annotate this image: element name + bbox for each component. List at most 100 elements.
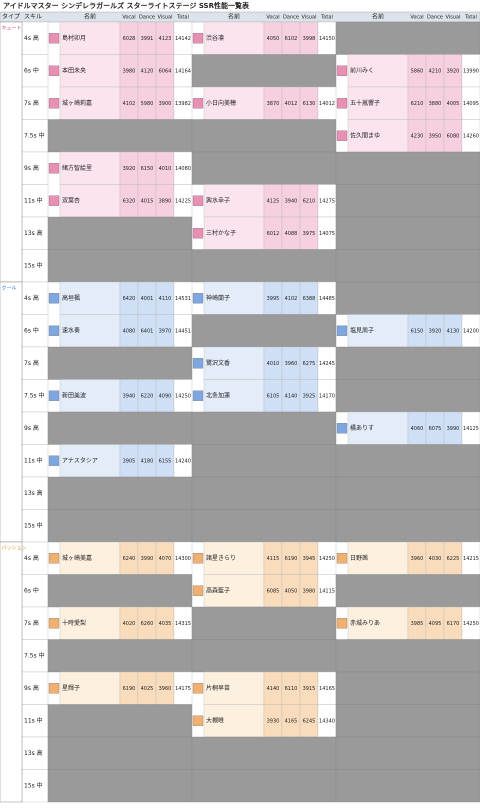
total-value: 14215 (463, 556, 479, 562)
empty-cell (47, 216, 193, 250)
stat-value: 6245 (303, 718, 316, 724)
empty-cell (47, 574, 193, 608)
icon (192, 195, 204, 206)
name-cell (59, 444, 121, 478)
row-label-cell (21, 476, 49, 510)
stat-value: 3950 (429, 133, 442, 139)
total-value: 14150 (319, 36, 335, 42)
empty-cell (191, 54, 337, 88)
stat-value: 6190 (285, 556, 298, 562)
name-cell (203, 574, 265, 608)
row-label: 7.5s 中 (24, 651, 45, 659)
empty-cell (47, 346, 193, 380)
stat-value: 6012 (267, 231, 280, 237)
stat-value: 6260 (141, 621, 154, 627)
total-value: 14300 (175, 556, 191, 562)
icon (336, 65, 348, 76)
stat-value: 4050 (285, 588, 298, 594)
row-label: 6s 中 (24, 66, 39, 74)
total-value: 14075 (319, 231, 335, 237)
stat-value: 4012 (285, 101, 298, 107)
row-label: 13s 高 (24, 489, 43, 497)
stat-value: 6388 (303, 296, 316, 302)
stat-value: 3900 (159, 101, 172, 107)
name-cell (347, 86, 409, 120)
row-label: 4s 高 (24, 294, 39, 302)
icon (48, 293, 60, 304)
stat-value: 3998 (303, 36, 316, 42)
row-label: 9s 高 (24, 424, 39, 432)
stat-value: 3925 (303, 393, 316, 399)
total-value: 14164 (175, 68, 191, 74)
name-cell (59, 379, 121, 413)
row-label: 11s 中 (24, 196, 43, 204)
row-label: 4s 高 (24, 554, 39, 562)
stat-value: 4095 (429, 621, 442, 627)
card-name: 城ヶ崎美嘉 (62, 554, 92, 562)
section-label: キュート (2, 26, 22, 32)
icon (336, 618, 348, 629)
empty-cell (335, 281, 480, 315)
empty-cell (47, 769, 193, 803)
icon (336, 130, 348, 141)
total-value: 14200 (463, 328, 479, 334)
total-value: 14531 (175, 296, 191, 302)
stat-value: 4010 (159, 166, 172, 172)
icon (48, 325, 60, 336)
empty-cell (47, 476, 193, 510)
name-cell (59, 671, 121, 705)
stat-value: 3930 (267, 718, 280, 724)
empty-cell (191, 769, 337, 803)
stat-value: 4005 (447, 101, 460, 107)
empty-cell (47, 704, 193, 738)
stat-value: 4123 (159, 36, 172, 42)
card-name: 星輝子 (62, 684, 80, 692)
stat-value: 4001 (141, 296, 154, 302)
empty-cell (191, 411, 337, 445)
empty-cell (335, 639, 480, 673)
stat-value: 4230 (411, 133, 424, 139)
header-cell: Vocal (410, 15, 423, 21)
name-cell (59, 54, 121, 88)
card-name: 新田美波 (62, 391, 86, 399)
empty-cell (335, 346, 480, 380)
row-label-cell (21, 86, 49, 120)
stat-value: 3975 (303, 231, 316, 237)
name-cell (59, 184, 121, 218)
stat-value: 6102 (285, 36, 298, 42)
empty-cell (335, 216, 480, 250)
stat-value: 6210 (303, 198, 316, 204)
icon (192, 390, 204, 401)
empty-cell (191, 119, 337, 153)
card-name: 諸星きらり (206, 554, 236, 562)
stat-value: 4070 (159, 556, 172, 562)
stat-value: 4060 (411, 426, 424, 432)
stat-value: 6028 (123, 36, 136, 42)
card-name: 鷺沢文香 (206, 359, 230, 367)
card-name: 三村かな子 (206, 229, 236, 237)
row-label: 9s 高 (24, 684, 39, 692)
row-label-cell (21, 184, 49, 218)
card-name: 片桐早苗 (206, 684, 230, 692)
stat-value: 4165 (285, 718, 298, 724)
empty-cell (335, 476, 480, 510)
empty-cell (335, 184, 480, 218)
row-label: 7s 高 (24, 359, 39, 367)
total-value: 14240 (175, 458, 191, 464)
empty-cell (335, 671, 480, 705)
icon (48, 195, 60, 206)
total-value: 14275 (319, 198, 335, 204)
stat-value: 4140 (267, 686, 280, 692)
icon (48, 683, 60, 694)
icon (192, 358, 204, 369)
stat-value: 6130 (303, 101, 316, 107)
header-cell: Dance (427, 15, 443, 21)
icon (48, 98, 60, 109)
icon (192, 293, 204, 304)
stat-value: 3890 (159, 198, 172, 204)
stat-value: 4010 (267, 361, 280, 367)
card-name: 小日向美穂 (206, 99, 236, 107)
row-label-cell (21, 21, 49, 55)
stat-value: 3991 (141, 36, 154, 42)
stat-value: 6190 (123, 686, 136, 692)
